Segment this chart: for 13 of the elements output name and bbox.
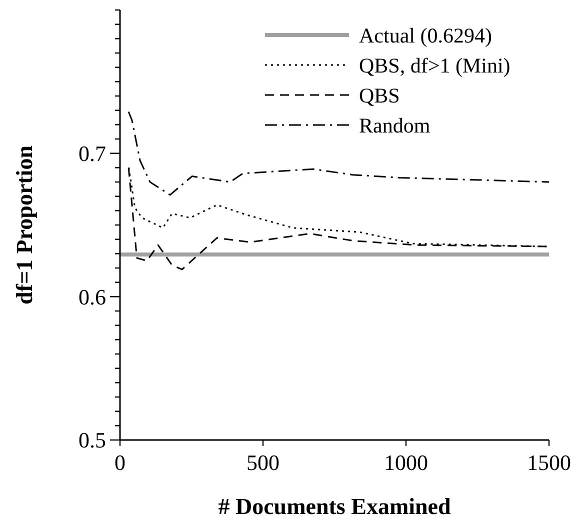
x-tick-label: 500 [246, 450, 280, 475]
legend-label: QBS, df>1 (Mini) [359, 53, 510, 78]
legend-label: QBS [359, 83, 400, 108]
x-tick-label: 0 [114, 450, 126, 475]
y-axis-title: df=1 Proportion [12, 145, 37, 304]
legend-label: Actual (0.6294) [359, 23, 492, 48]
y-tick-label: 0.5 [78, 428, 106, 453]
y-tick-label: 0.6 [78, 284, 106, 310]
x-tick-label: 1000 [384, 450, 428, 475]
legend-label: Random [359, 113, 430, 138]
x-tick-label: 1500 [527, 450, 571, 475]
y-tick-label: 0.7 [78, 141, 106, 166]
x-axis-title: # Documents Examined [218, 494, 451, 519]
